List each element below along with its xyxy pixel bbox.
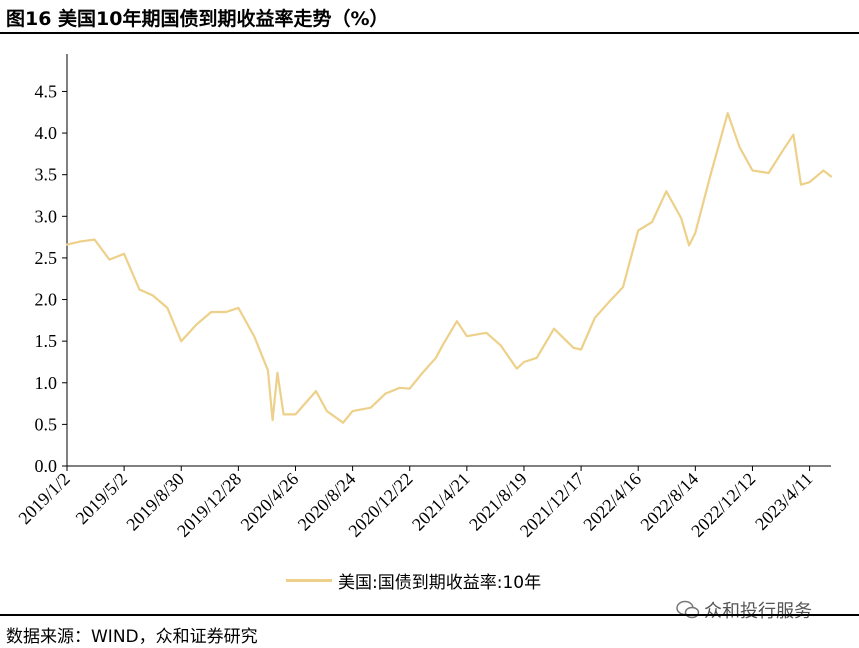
x-tick-label: 2022/4/16: [579, 469, 645, 535]
x-tick-label: 2019/5/2: [72, 469, 131, 528]
y-tick-label: 0.5: [35, 414, 58, 434]
legend-line-swatch: [286, 579, 332, 582]
y-tick-label: 3.0: [35, 206, 58, 226]
x-tick-label: 2019/1/2: [14, 469, 73, 528]
y-tick-label: 4.5: [35, 81, 58, 101]
x-tick-label: 2023/4/11: [751, 469, 816, 534]
watermark-text: 众和投行服务: [704, 601, 812, 622]
wechat-icon: [676, 600, 700, 619]
line-chart: 0.00.51.01.52.02.53.03.54.04.52019/1/220…: [14, 54, 833, 541]
y-tick-label: 3.5: [35, 165, 58, 185]
footer-divider: [0, 614, 859, 616]
y-tick-label: 2.5: [35, 248, 58, 268]
y-tick-label: 4.0: [35, 123, 58, 143]
chart-title: 图16 美国10年期国债到期收益率走势（%）: [6, 8, 389, 30]
chart-legend: 美国:国债到期收益率:10年: [286, 568, 541, 593]
legend-series-label: 美国:国债到期收益率:10年: [338, 573, 542, 593]
y-tick-label: 1.0: [35, 373, 58, 393]
title-divider: [0, 32, 859, 34]
y-tick-label: 0.0: [35, 456, 58, 476]
y-tick-label: 2.0: [35, 290, 58, 310]
watermark: 众和投行服务: [676, 597, 812, 623]
x-tick-label: 2021/4/21: [408, 469, 474, 535]
y-tick-label: 1.5: [35, 331, 58, 351]
series-line-us-10y-yield: [65, 111, 833, 424]
data-source-note: 数据来源：WIND，众和证券研究: [6, 627, 258, 647]
x-tick-label: 2020/4/26: [237, 469, 303, 535]
